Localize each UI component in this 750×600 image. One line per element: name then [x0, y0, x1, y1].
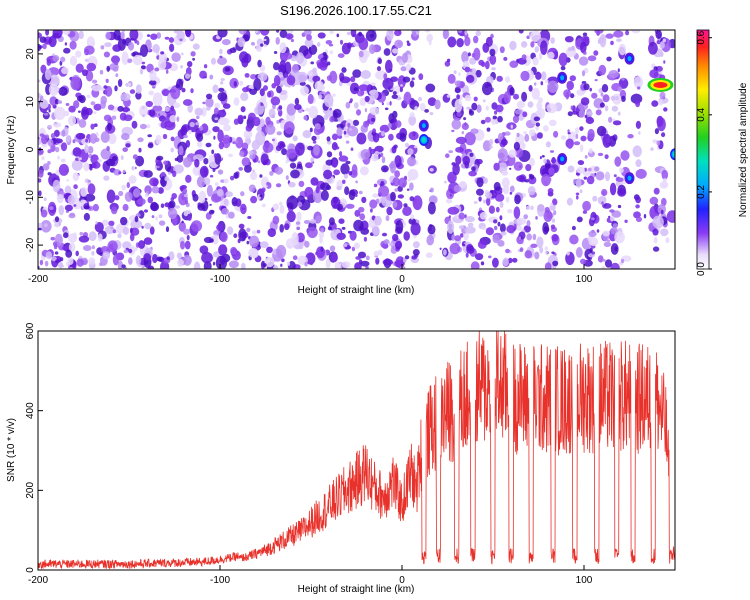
spectrogram-blobs: [38, 30, 675, 269]
colorbar-tick-label: 0.6: [696, 30, 707, 44]
spectrogram-x-tick-label: -200: [28, 274, 48, 285]
spectrogram-feature: [418, 133, 429, 146]
snr-series-line: [38, 331, 675, 570]
spectrogram-y-label: Frequency (Hz): [6, 116, 17, 185]
snr-x-label: Height of straight line (km): [298, 584, 415, 595]
snr-panel: -200 -100 0 100 0 200 400 600 Height of straig…: [6, 322, 676, 595]
spectrogram-y-ticks: -20 -10 0 10 20: [25, 48, 43, 252]
spectrogram-feature: [557, 71, 568, 84]
spectrogram-features: [418, 52, 675, 185]
snr-y-tick-label: 600: [25, 322, 36, 339]
snr-x-tick-label: -100: [210, 575, 230, 586]
colorbar-tick-label: 0.2: [696, 185, 707, 199]
snr-y-tick-label: 200: [25, 482, 36, 499]
colorbar-gradient: [696, 29, 710, 270]
spectrogram-feature: [647, 77, 674, 92]
spectrogram-y-tick-label: 20: [25, 48, 36, 60]
spectrogram-y-tick-label: 10: [25, 96, 36, 108]
snr-y-tick-label: 400: [25, 402, 36, 419]
spectrogram-x-tick-label: 0: [399, 274, 405, 285]
chart-title: S196.2026.100.17.55.C21: [280, 3, 432, 18]
colorbar: 0.0 0.2 0.4 0.6 Normalized spectral amplitu…: [696, 29, 749, 276]
snr-x-tick-label: 0: [399, 575, 405, 586]
snr-frame: [37, 330, 676, 571]
spectrogram-x-label: Height of straight line (km): [298, 285, 415, 296]
snr-background: [38, 331, 675, 570]
colorbar-tick-label: 0.4: [696, 107, 707, 121]
colorbar-label: Normalized spectral amplitude: [738, 82, 749, 217]
spectrogram-feature: [557, 153, 568, 166]
spectrogram-x-tick-label: -100: [210, 274, 230, 285]
spectrogram-feature: [670, 148, 675, 161]
spectrogram-feature: [418, 119, 429, 132]
snr-x-tick-label: -200: [28, 575, 48, 586]
snr-x-tick-label: 100: [576, 575, 593, 586]
snr-x-ticks: -200 -100 0 100: [28, 565, 593, 586]
colorbar-ticks: 0.0 0.2 0.4 0.6: [696, 30, 712, 276]
spectrogram-y-tick-label: -20: [25, 237, 36, 252]
snr-y-tick-label: 0: [25, 567, 36, 573]
spectrogram-y-tick-label: -10: [25, 190, 36, 205]
spectrogram-y-tick-label: 0: [25, 146, 36, 152]
colorbar-tick-label: 0.0: [696, 262, 707, 276]
spectrogram-x-tick-label: 100: [576, 274, 593, 285]
spectrogram-x-ticks: -200 -100 0 100: [28, 264, 593, 285]
snr-y-ticks: 0 200 400 600: [25, 322, 43, 573]
spectrogram-feature: [624, 172, 635, 185]
spectrogram-feature: [624, 52, 635, 65]
snr-y-label: SNR (10 * v/v): [6, 418, 17, 482]
